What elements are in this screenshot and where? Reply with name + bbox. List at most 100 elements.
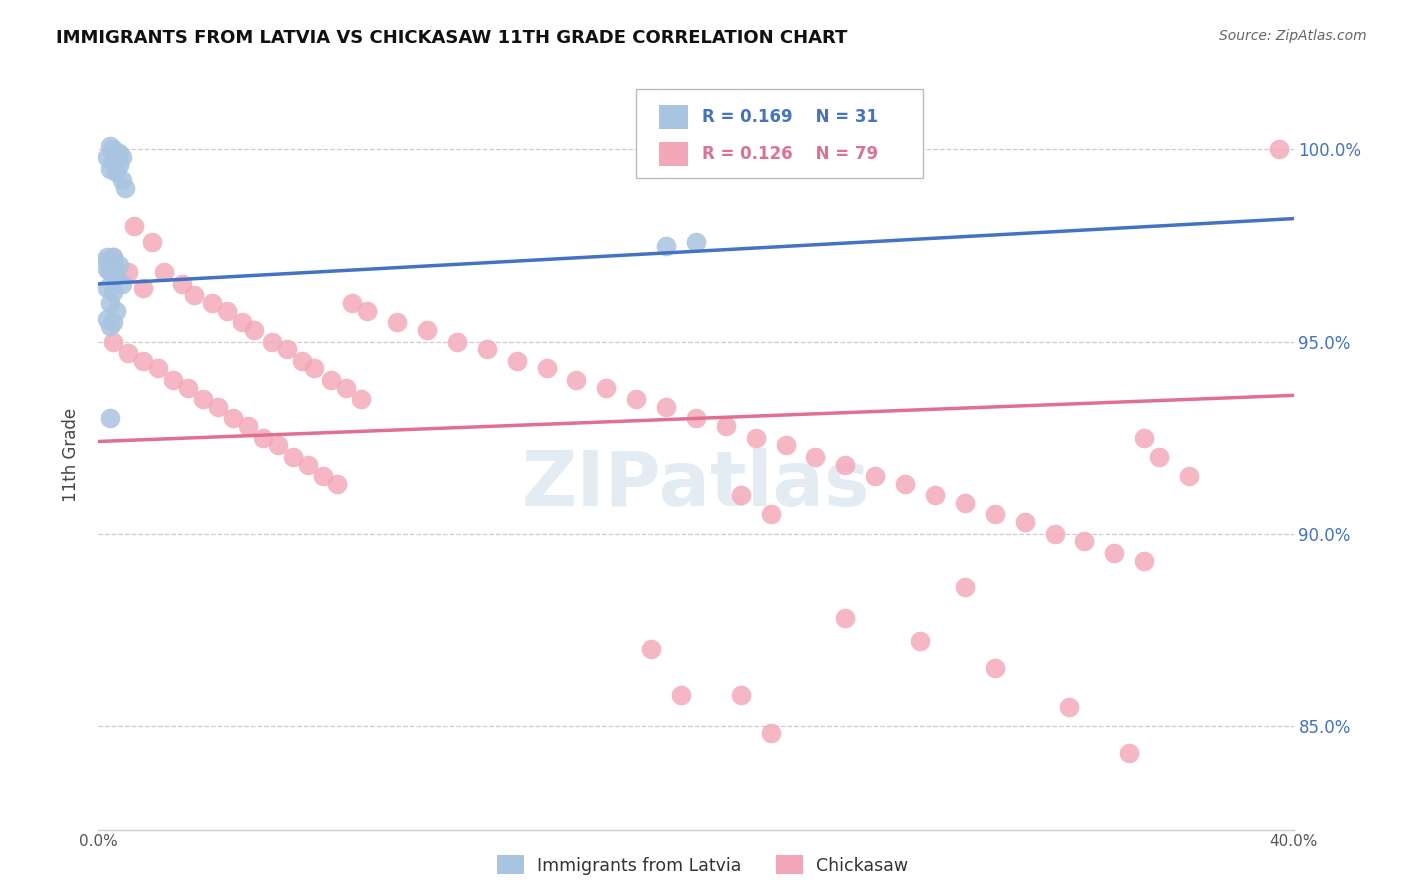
Point [446,334,468,349]
Point [321,373,343,387]
FancyBboxPatch shape [637,89,924,178]
Point [141,235,163,249]
Point [215,303,238,318]
Point [759,508,782,522]
Text: IMMIGRANTS FROM LATVIA VS CHICKASAW 11TH GRADE CORRELATION CHART: IMMIGRANTS FROM LATVIA VS CHICKASAW 11TH… [56,29,848,46]
Point [536,361,558,376]
Point [124,219,146,234]
Point [103,153,125,168]
Point [685,235,707,249]
Point [730,688,752,702]
Point [342,296,364,310]
Point [475,343,498,357]
Point [385,315,409,329]
Point [98,265,122,279]
Point [669,688,692,702]
Point [984,661,1007,675]
Point [103,315,125,329]
Point [953,496,976,510]
Point [96,150,118,164]
Point [103,250,125,264]
Point [865,469,887,483]
Point [1014,515,1036,529]
Point [894,476,917,491]
Point [759,726,782,740]
Point [117,346,139,360]
Point [640,642,662,657]
Point [105,269,128,284]
Point [908,634,931,648]
Point [105,303,128,318]
Point [984,508,1007,522]
Point [311,469,333,483]
Point [96,311,118,326]
Point [114,181,136,195]
Point [98,138,122,153]
Point [153,265,176,279]
Point [231,315,253,329]
Point [804,450,827,464]
Point [243,323,266,337]
Point [1104,546,1126,560]
Point [96,250,118,264]
Point [1073,534,1095,549]
Point [108,158,131,172]
Point [105,165,128,179]
Point [924,488,946,502]
Point [162,373,184,387]
Point [291,353,314,368]
Text: R = 0.169    N = 31: R = 0.169 N = 31 [702,108,877,127]
Point [1178,469,1201,483]
Point [236,419,259,434]
Point [626,392,648,407]
Point [98,161,122,176]
Point [281,450,304,464]
Point [103,334,125,349]
Point [132,281,155,295]
Point [356,303,378,318]
Bar [659,142,688,166]
Point [111,277,134,291]
Point [191,392,214,407]
Point [1267,143,1289,157]
Point [335,381,357,395]
Point [172,277,194,291]
Point [276,343,298,357]
Point [117,265,139,279]
Point [98,319,122,334]
Point [103,143,125,157]
Point [506,353,529,368]
Point [105,146,128,161]
Point [96,253,118,268]
Point [953,581,976,595]
Point [714,419,737,434]
Point [565,373,588,387]
Point [103,250,125,264]
Point [834,611,856,625]
Point [108,258,131,272]
Point [177,381,200,395]
Point [1133,553,1156,567]
Point [326,476,349,491]
Point [252,431,274,445]
Y-axis label: 11th Grade: 11th Grade [62,408,80,502]
Point [132,353,155,368]
Point [416,323,439,337]
Point [1043,526,1066,541]
Point [745,431,768,445]
Point [297,458,319,472]
Point [108,146,131,161]
Bar [659,105,688,129]
Point [685,411,707,425]
Point [183,288,205,302]
Text: R = 0.126    N = 79: R = 0.126 N = 79 [702,145,879,162]
Point [595,381,617,395]
Point [111,173,134,187]
Point [1147,450,1170,464]
Point [775,438,797,452]
Legend: Immigrants from Latvia, Chickasaw: Immigrants from Latvia, Chickasaw [491,848,915,881]
Point [655,238,678,252]
Point [350,392,373,407]
Text: ZIPatlas: ZIPatlas [522,448,870,522]
Point [207,400,229,414]
